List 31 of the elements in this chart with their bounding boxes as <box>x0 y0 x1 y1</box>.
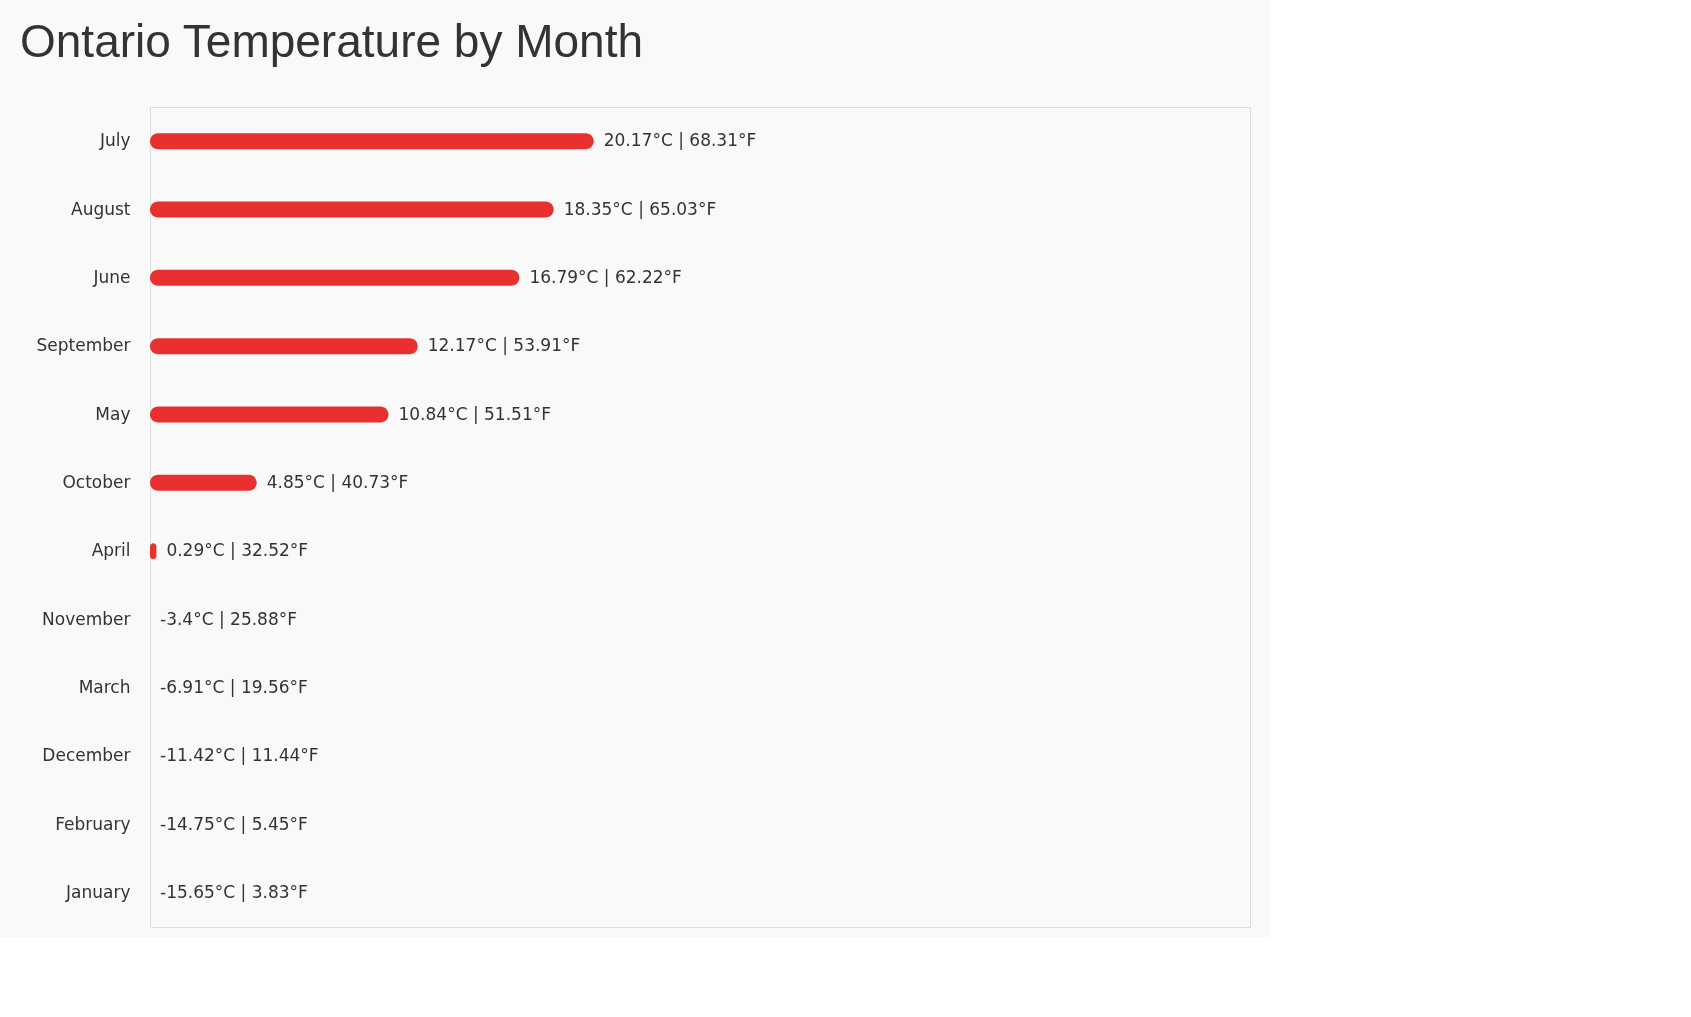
bar <box>150 269 520 286</box>
text: -15.65°C | 3.83°F <box>160 881 308 902</box>
y-tick-label: December <box>42 745 131 766</box>
y-tick-label: April <box>91 540 131 561</box>
y-tick-label: March <box>78 676 131 697</box>
data-label: 4.85°C | 40.73°F <box>266 471 409 492</box>
bar <box>150 406 389 423</box>
y-tick-label: July <box>98 130 131 151</box>
text: -11.42°C | 11.44°F <box>160 745 319 766</box>
bar <box>150 201 554 218</box>
text: -14.75°C | 5.45°F <box>160 813 308 834</box>
y-tick-label: August <box>71 198 131 219</box>
data-label: 18.35°C | 65.03°F <box>563 198 717 219</box>
bar <box>150 474 257 491</box>
y-tick-label: January <box>65 881 131 902</box>
bar <box>150 338 418 355</box>
y-tick-label: February <box>55 813 131 834</box>
y-tick-label: November <box>42 608 131 629</box>
y-tick-label: September <box>36 335 131 356</box>
y-tick-label: June <box>92 266 131 287</box>
chart-title: Ontario Temperature by Month <box>20 15 644 67</box>
bar <box>150 133 594 150</box>
data-label: 0.29°C | 32.52°F <box>166 540 309 561</box>
y-tick-label: October <box>62 471 131 492</box>
data-label: 20.17°C | 68.31°F <box>603 130 757 151</box>
data-label: 16.79°C | 62.22°F <box>529 266 682 287</box>
data-label: 12.17°C | 53.91°F <box>427 335 581 356</box>
text: -3.4°C | 25.88°F <box>160 608 298 629</box>
y-tick-label: May <box>95 403 131 424</box>
text: -6.91°C | 19.56°F <box>160 676 308 697</box>
data-label: 10.84°C | 51.51°F <box>398 403 552 424</box>
